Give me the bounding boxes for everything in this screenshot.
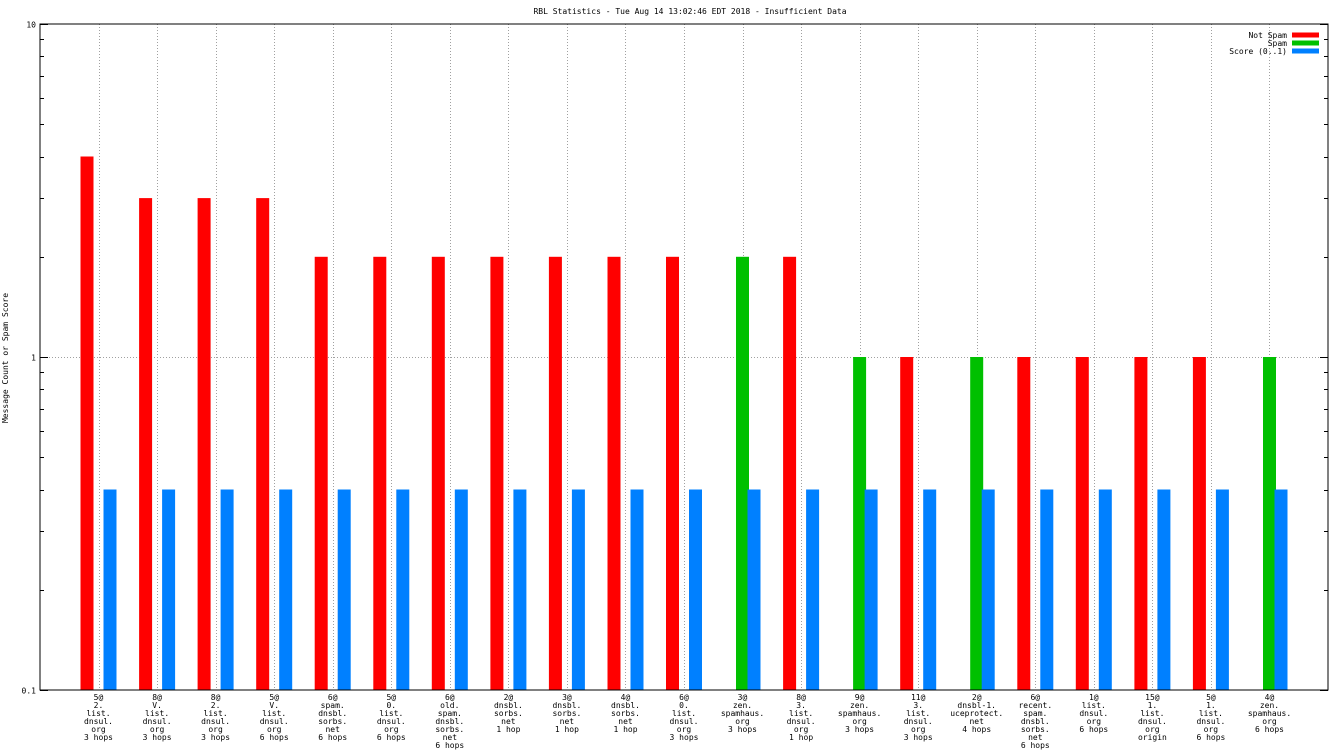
x-tick-label: 4@ zen. spamhaus. org 6 hops xyxy=(1248,693,1291,734)
x-tick-label: 8@ 2. list. dnsul. org 3 hops xyxy=(201,693,230,742)
bar-score-0-1 xyxy=(1157,489,1171,690)
bar-score-0-1 xyxy=(747,489,761,690)
bar-score-0-1 xyxy=(981,489,995,690)
y-axis-label: Message Count or Spam Score xyxy=(1,293,10,423)
bar-score-0-1 xyxy=(630,489,644,690)
bar-score-0-1 xyxy=(1040,489,1054,690)
bar-not-spam xyxy=(783,256,797,690)
x-tick-label: 4@ dnsbl. sorbs. net 1 hop xyxy=(611,693,640,734)
bar-not-spam xyxy=(139,198,153,690)
chart-title: RBL Statistics - Tue Aug 14 13:02:46 EDT… xyxy=(533,7,846,16)
bar-not-spam xyxy=(431,256,445,690)
bar-not-spam xyxy=(1075,357,1089,690)
bar-score-0-1 xyxy=(454,489,468,690)
bar-score-0-1 xyxy=(103,489,117,690)
legend-swatch xyxy=(1292,32,1319,38)
x-tick-label: 6@ spam. dnsbl. sorbs. net 6 hops xyxy=(318,693,347,742)
x-tick-label: 5@ 1. list. dnsul. org 6 hops xyxy=(1196,693,1225,742)
x-tick-label: 2@ dnsbl-1. uceprotect. net 4 hops xyxy=(950,693,1003,734)
x-tick-label: 15@ 1. list. dnsul. org origin xyxy=(1138,693,1167,742)
legend-label: Not Spam xyxy=(1248,31,1287,40)
y-tick-label: 0.1 xyxy=(22,687,37,696)
bar-not-spam xyxy=(548,256,562,690)
y-tick-label: 1 xyxy=(31,354,36,363)
x-tick-label: 5@ 0. list. dnsul. org 6 hops xyxy=(377,693,406,742)
x-tick-label: 6@ recent. spam. dnsbl. sorbs. net 6 hops xyxy=(1018,693,1052,750)
grid-lines xyxy=(40,24,1328,690)
bar-score-0-1 xyxy=(513,489,527,690)
bar-not-spam xyxy=(607,256,621,690)
bar-score-0-1 xyxy=(1098,489,1112,690)
bar-not-spam xyxy=(1017,357,1031,690)
x-tick-label: 5@ V. list. dnsul. org 6 hops xyxy=(260,693,289,742)
x-tick-label: 5@ 2. list. dnsul. org 3 hops xyxy=(84,693,113,742)
x-axis-labels: 5@ 2. list. dnsul. org 3 hops 8@ V. list. dnsul. o… xyxy=(84,693,1291,750)
bars-group xyxy=(80,156,1288,690)
bar-not-spam xyxy=(256,198,270,690)
bar-spam xyxy=(1263,357,1276,690)
bar-not-spam xyxy=(373,256,387,690)
bar-score-0-1 xyxy=(923,489,937,690)
legend-label: Spam xyxy=(1268,39,1287,48)
bar-score-0-1 xyxy=(220,489,234,690)
bar-score-0-1 xyxy=(806,489,820,690)
bar-score-0-1 xyxy=(1274,489,1288,690)
bar-not-spam xyxy=(314,256,328,690)
bar-not-spam xyxy=(900,357,914,690)
bar-score-0-1 xyxy=(1215,489,1229,690)
bar-not-spam xyxy=(666,256,679,690)
bar-spam xyxy=(970,357,984,690)
bar-score-0-1 xyxy=(279,489,293,690)
legend-swatch xyxy=(1292,40,1319,46)
x-tick-label: 11@ 3. list. dnsul. org 3 hops xyxy=(904,693,933,742)
bar-spam xyxy=(853,357,867,690)
bar-not-spam xyxy=(80,156,94,690)
bar-not-spam xyxy=(1134,357,1148,690)
bar-score-0-1 xyxy=(162,489,176,690)
x-tick-label: 1@ list. dnsul. org 6 hops xyxy=(1079,693,1108,734)
y-axis-ticks: 0.1 1 10 xyxy=(22,21,1328,696)
bar-spam xyxy=(736,256,749,690)
bar-not-spam xyxy=(490,256,504,690)
y-tick-label: 10 xyxy=(26,21,36,30)
x-tick-label: 2@ dnsbl. sorbs. net 1 hop xyxy=(494,693,523,734)
bar-score-0-1 xyxy=(571,489,585,690)
bar-score-0-1 xyxy=(864,489,878,690)
x-tick-label: 3@ zen. spamhaus. org 3 hops xyxy=(721,693,764,734)
x-tick-label: 6@ 0. list. dnsul. org 3 hops xyxy=(670,693,699,742)
x-tick-label: 6@ old. spam. dnsbl. sorbs. net 6 hops xyxy=(435,693,464,750)
x-tick-label: 9@ zen. spamhaus. org 3 hops xyxy=(838,693,881,734)
bar-not-spam xyxy=(1192,357,1206,690)
bar-score-0-1 xyxy=(689,489,702,690)
bar-not-spam xyxy=(197,198,211,690)
legend-swatch xyxy=(1292,48,1319,54)
x-tick-label: 8@ 3. list. dnsul. org 1 hop xyxy=(787,693,816,742)
x-tick-label: 8@ V. list. dnsul. org 3 hops xyxy=(143,693,172,742)
bar-score-0-1 xyxy=(337,489,351,690)
bar-score-0-1 xyxy=(396,489,410,690)
legend-label: Score (0..1) xyxy=(1229,47,1287,56)
x-tick-label: 3@ dnsbl. sorbs. net 1 hop xyxy=(552,693,581,734)
